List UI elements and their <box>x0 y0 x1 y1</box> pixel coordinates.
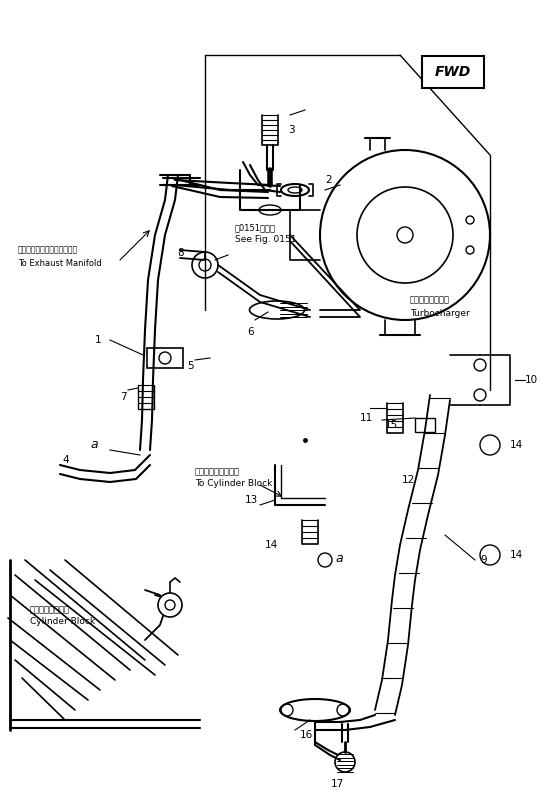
Text: 5: 5 <box>187 361 193 371</box>
Text: 1: 1 <box>95 335 102 345</box>
Text: Turbocharger: Turbocharger <box>410 309 470 318</box>
Text: 14: 14 <box>265 540 278 550</box>
Text: 14: 14 <box>510 440 523 450</box>
Text: Cylinder Block: Cylinder Block <box>30 618 95 626</box>
Bar <box>415 418 435 432</box>
Text: 8: 8 <box>177 248 183 258</box>
Circle shape <box>159 352 171 364</box>
Text: 12: 12 <box>402 475 415 485</box>
Text: See Fig. 0151: See Fig. 0151 <box>235 235 296 245</box>
Text: FWD: FWD <box>435 65 471 79</box>
Text: 2: 2 <box>325 175 331 185</box>
Text: 6: 6 <box>247 327 254 337</box>
Text: シリンダブロックへ: シリンダブロックへ <box>195 467 240 477</box>
Text: ターボチャージャ: ターボチャージャ <box>410 295 450 305</box>
Text: a: a <box>90 438 98 451</box>
Text: To Cylinder Block: To Cylinder Block <box>195 479 272 489</box>
FancyBboxPatch shape <box>422 56 484 88</box>
Text: 16: 16 <box>300 730 313 740</box>
Text: 9: 9 <box>480 555 486 565</box>
Text: 第0151図参照: 第0151図参照 <box>235 223 276 233</box>
Circle shape <box>158 593 182 617</box>
Text: 4: 4 <box>62 455 68 465</box>
Text: a: a <box>335 551 342 565</box>
Text: 17: 17 <box>330 779 344 789</box>
Text: 7: 7 <box>120 392 127 402</box>
Text: To Exhaust Manifold: To Exhaust Manifold <box>18 258 102 267</box>
Text: シリンダブロック: シリンダブロック <box>30 606 70 614</box>
Text: 3: 3 <box>288 125 295 135</box>
Text: エキゾーストマニホールドへ: エキゾーストマニホールドへ <box>18 246 78 254</box>
Text: 14: 14 <box>510 550 523 560</box>
Text: 11: 11 <box>360 413 373 423</box>
Text: 15: 15 <box>385 420 398 430</box>
Bar <box>147 348 183 368</box>
Text: 10: 10 <box>525 375 538 385</box>
Text: 13: 13 <box>245 495 258 505</box>
